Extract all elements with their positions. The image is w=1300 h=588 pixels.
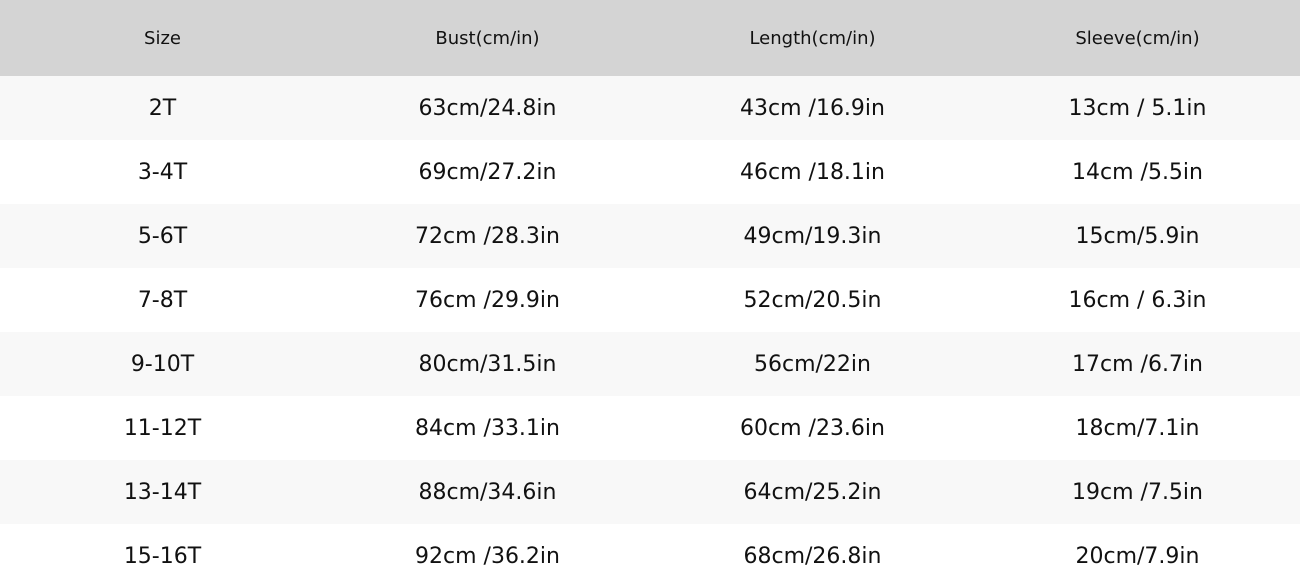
length-cell: 52cm/20.5in bbox=[743, 287, 882, 313]
sleeve-cell: 18cm/7.1in bbox=[1075, 415, 1200, 441]
length-cell: 56cm/22in bbox=[754, 351, 871, 377]
sleeve-cell: 20cm/7.9in bbox=[1075, 543, 1200, 569]
size-cell: 5-6T bbox=[137, 223, 188, 249]
size-cell: 3-4T bbox=[137, 159, 188, 185]
sleeve-cell: 16cm / 6.3in bbox=[1068, 287, 1207, 313]
length-cell: 43cm /16.9in bbox=[740, 95, 885, 121]
table-row: 2T 63cm/24.8in 43cm /16.9in 13cm / 5.1in bbox=[0, 76, 1300, 140]
header-row: Size Bust(cm/in) Length(cm/in) Sleeve(cm… bbox=[0, 0, 1300, 76]
size-cell: 2T bbox=[148, 95, 177, 121]
table-row: 7-8T 76cm /29.9in 52cm/20.5in 16cm / 6.3in bbox=[0, 268, 1300, 332]
header-sleeve: Sleeve(cm/in) bbox=[1075, 27, 1200, 49]
table-header: Size Bust(cm/in) Length(cm/in) Sleeve(cm… bbox=[0, 0, 1300, 76]
bust-cell: 84cm /33.1in bbox=[415, 415, 560, 441]
sleeve-cell: 13cm / 5.1in bbox=[1068, 95, 1207, 121]
sleeve-cell: 15cm/5.9in bbox=[1075, 223, 1200, 249]
bust-cell: 88cm/34.6in bbox=[418, 479, 557, 505]
length-cell: 49cm/19.3in bbox=[743, 223, 882, 249]
table-row: 11-12T 84cm /33.1in 60cm /23.6in 18cm/7.1in bbox=[0, 396, 1300, 460]
bust-cell: 80cm/31.5in bbox=[418, 351, 557, 377]
sleeve-cell: 17cm /6.7in bbox=[1072, 351, 1203, 377]
bust-cell: 92cm /36.2in bbox=[415, 543, 560, 569]
sleeve-cell: 14cm /5.5in bbox=[1072, 159, 1203, 185]
table-row: 3-4T 69cm/27.2in 46cm /18.1in 14cm /5.5in bbox=[0, 140, 1300, 204]
table-row: 13-14T 88cm/34.6in 64cm/25.2in 19cm /7.5in bbox=[0, 460, 1300, 524]
length-cell: 68cm/26.8in bbox=[743, 543, 882, 569]
bust-cell: 63cm/24.8in bbox=[418, 95, 557, 121]
table-row: 15-16T 92cm /36.2in 68cm/26.8in 20cm/7.9in bbox=[0, 524, 1300, 588]
length-cell: 64cm/25.2in bbox=[743, 479, 882, 505]
table-row: 5-6T 72cm /28.3in 49cm/19.3in 15cm/5.9in bbox=[0, 204, 1300, 268]
bust-cell: 76cm /29.9in bbox=[415, 287, 560, 313]
sleeve-cell: 19cm /7.5in bbox=[1072, 479, 1203, 505]
length-cell: 60cm /23.6in bbox=[740, 415, 885, 441]
header-length: Length(cm/in) bbox=[749, 27, 876, 49]
bust-cell: 69cm/27.2in bbox=[418, 159, 557, 185]
size-cell: 9-10T bbox=[130, 351, 195, 377]
size-cell: 7-8T bbox=[137, 287, 188, 313]
header-size: Size bbox=[144, 27, 181, 49]
size-cell: 13-14T bbox=[123, 479, 202, 505]
table-body: 2T 63cm/24.8in 43cm /16.9in 13cm / 5.1in 3-4… bbox=[0, 76, 1300, 588]
table-row: 9-10T 80cm/31.5in 56cm/22in 17cm /6.7in bbox=[0, 332, 1300, 396]
header-bust: Bust(cm/in) bbox=[435, 27, 540, 49]
size-cell: 15-16T bbox=[123, 543, 202, 569]
bust-cell: 72cm /28.3in bbox=[415, 223, 560, 249]
length-cell: 46cm /18.1in bbox=[740, 159, 885, 185]
size-cell: 11-12T bbox=[123, 415, 202, 441]
